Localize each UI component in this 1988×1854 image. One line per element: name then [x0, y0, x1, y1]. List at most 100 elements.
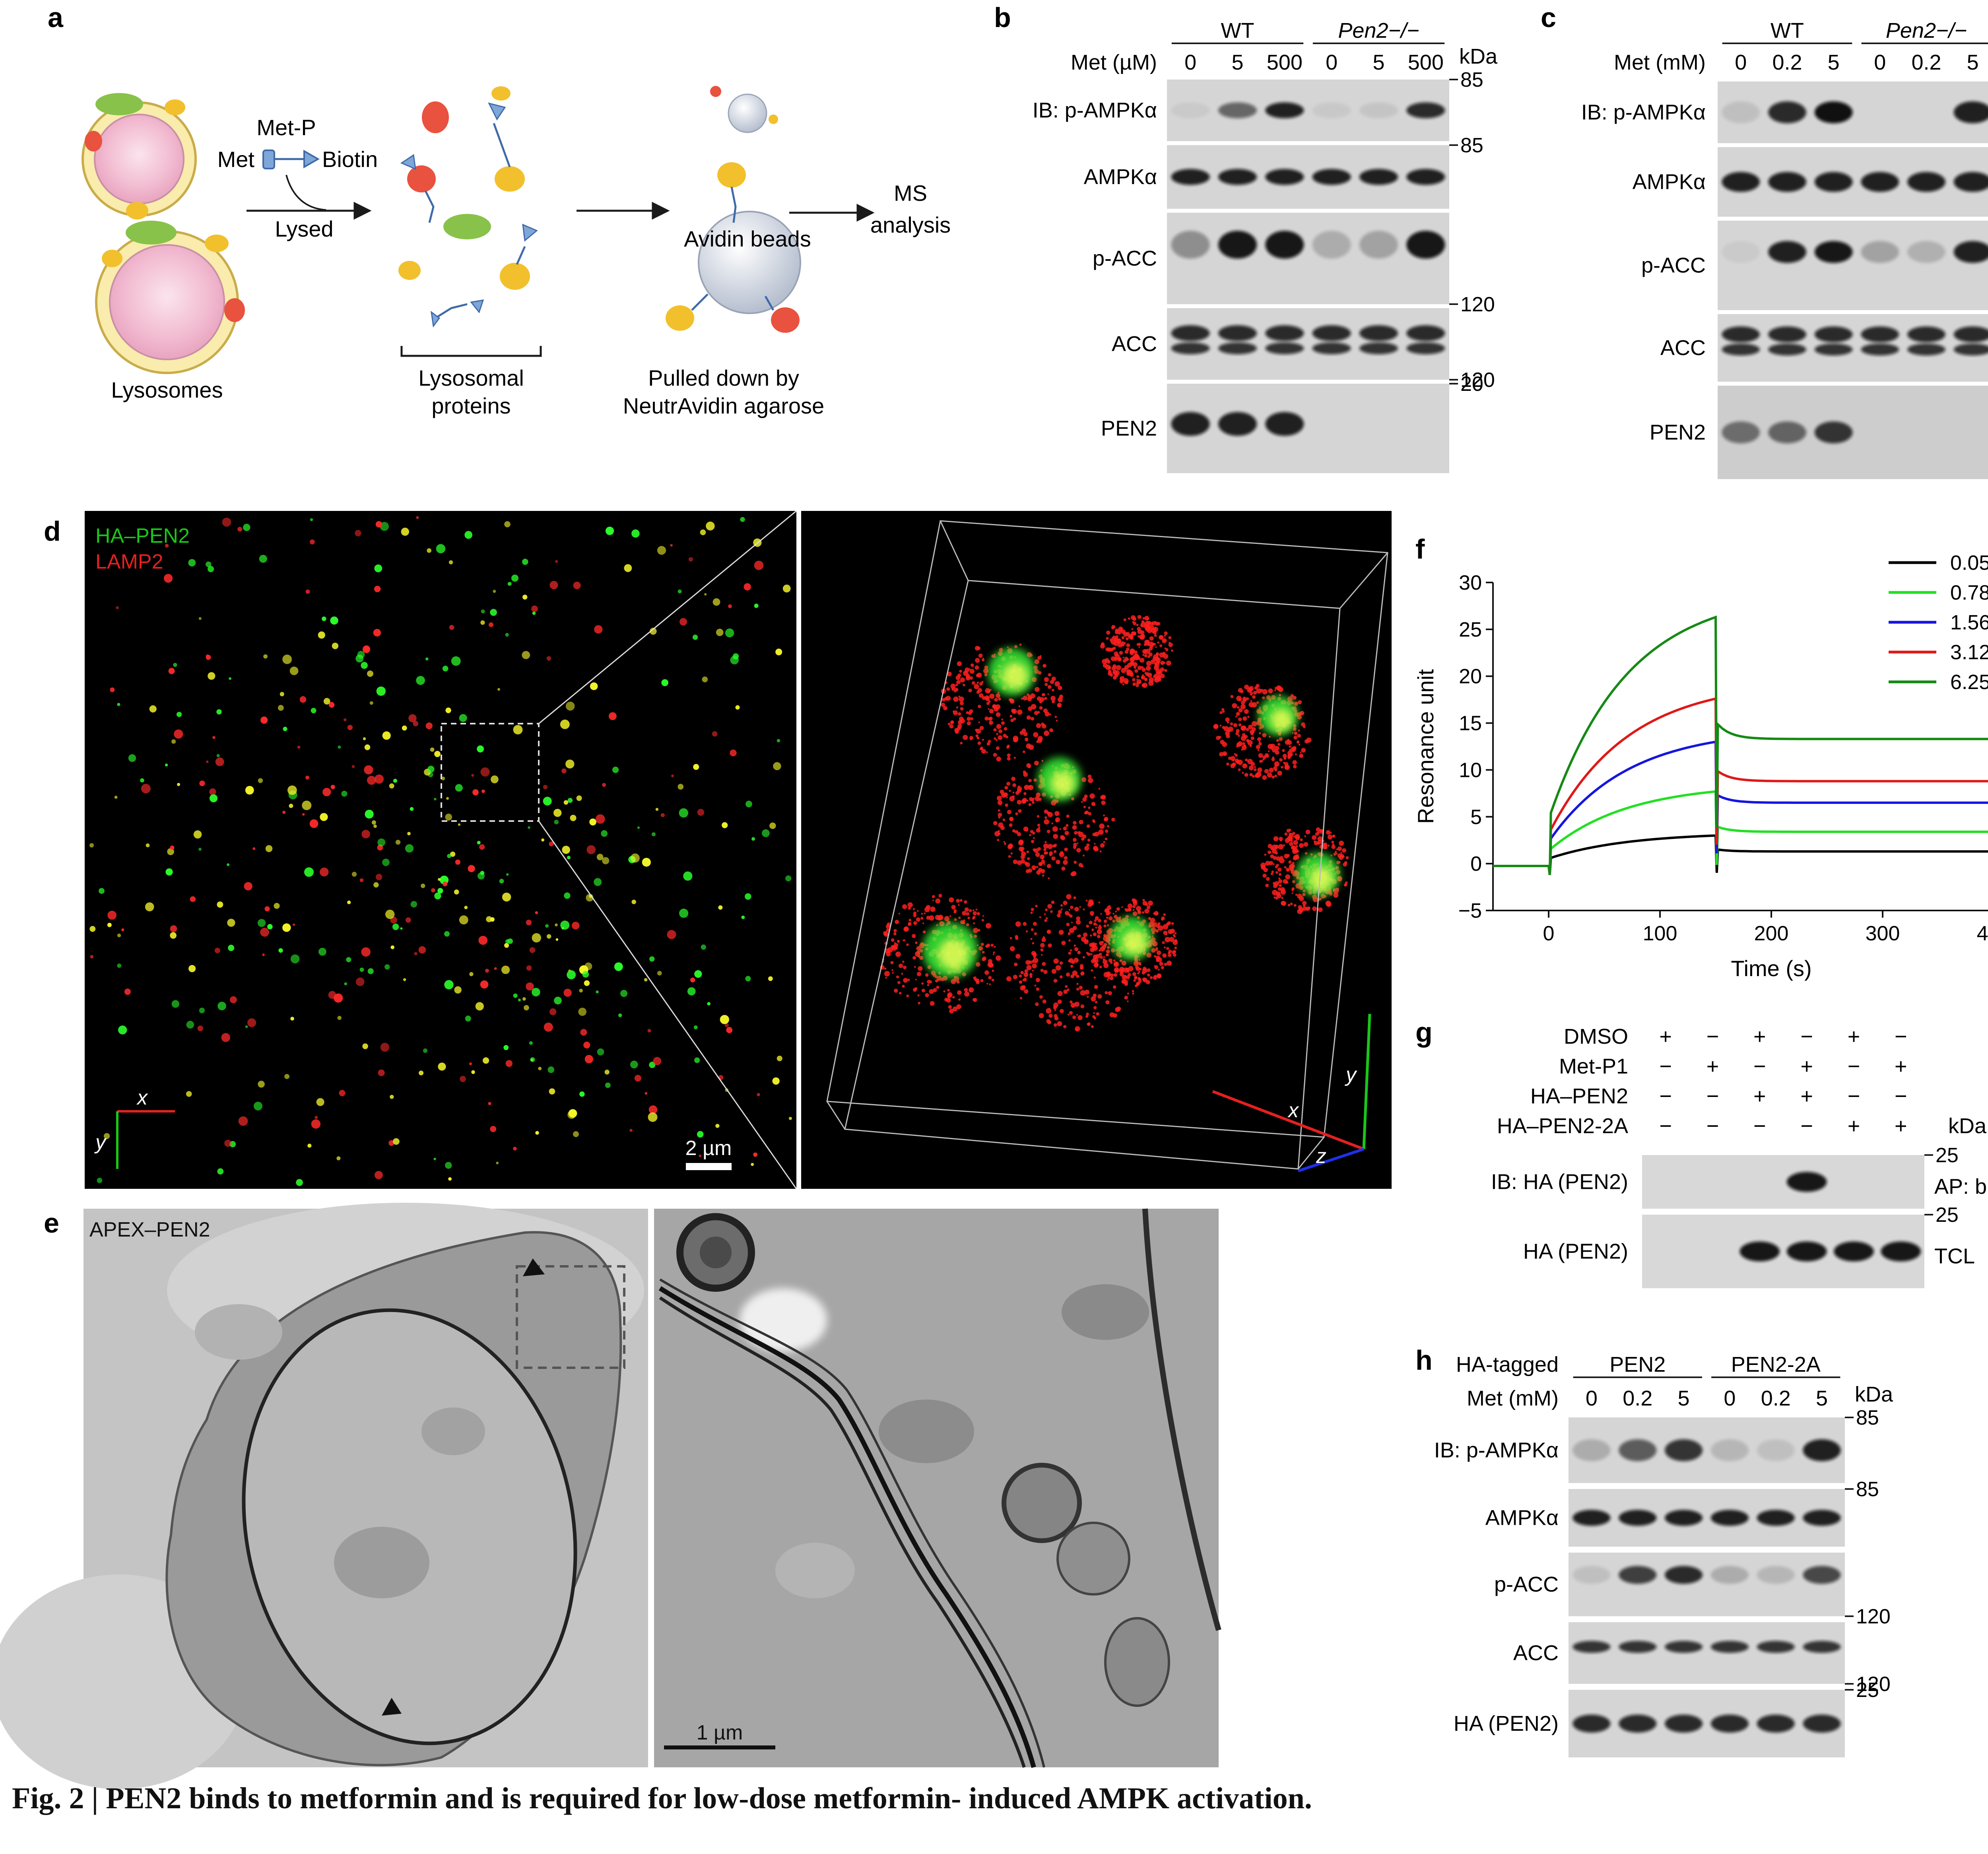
punctum	[927, 980, 931, 984]
punctum	[1103, 956, 1105, 958]
punctum	[1076, 1028, 1078, 1031]
punctum	[410, 901, 417, 908]
punctum	[346, 957, 351, 963]
punctum	[977, 737, 979, 739]
punctum	[769, 822, 776, 829]
punctum	[1238, 723, 1242, 727]
punctum	[938, 894, 942, 898]
punctum	[1279, 858, 1285, 864]
punctum	[903, 965, 907, 969]
punctum	[1154, 955, 1156, 958]
punctum	[1020, 985, 1025, 991]
punctum	[1079, 986, 1083, 990]
punctum	[1035, 687, 1040, 692]
punctum	[430, 747, 435, 752]
blot-band	[1953, 101, 1988, 123]
punctum	[706, 521, 715, 531]
punctum	[1247, 716, 1250, 718]
condition-sign: +	[1800, 1084, 1813, 1108]
punctum	[318, 947, 326, 956]
punctum	[1097, 994, 1102, 999]
punctum	[1024, 784, 1029, 790]
punctum	[338, 745, 341, 749]
y-tick-label: 25	[1459, 618, 1482, 641]
punctum	[1266, 755, 1269, 758]
punctum	[1300, 711, 1305, 716]
punctum	[1295, 702, 1298, 704]
punctum	[1026, 829, 1028, 832]
punctum	[981, 749, 986, 754]
punctum	[1279, 737, 1283, 741]
punctum	[1029, 654, 1033, 657]
punctum	[1066, 973, 1070, 977]
punctum	[1136, 623, 1139, 626]
punctum	[1116, 907, 1120, 911]
punctum	[967, 716, 971, 721]
punctum	[1119, 972, 1124, 977]
punctum	[434, 751, 441, 757]
punctum	[1054, 811, 1060, 816]
punctum	[1228, 756, 1232, 760]
punctum	[1090, 934, 1092, 937]
punctum	[947, 722, 951, 726]
y-tick-label: 0	[1470, 852, 1482, 876]
punctum	[1121, 636, 1125, 639]
punctum	[1218, 736, 1221, 739]
punctum	[480, 767, 490, 777]
punctum	[1274, 761, 1279, 767]
punctum	[1098, 829, 1104, 835]
punctum	[1318, 839, 1323, 844]
punctum	[1345, 856, 1349, 860]
punctum	[644, 978, 648, 982]
punctum	[918, 1002, 920, 1005]
punctum	[978, 705, 981, 709]
punctum	[555, 923, 558, 926]
punctum	[1119, 959, 1122, 962]
punctum	[1110, 639, 1116, 645]
marker-label: 25	[1936, 1204, 1959, 1227]
punctum	[170, 845, 175, 850]
avidin-beads-label: Avidin beads	[684, 226, 811, 251]
blot-band	[1665, 1566, 1703, 1584]
blot-band	[1861, 344, 1899, 355]
punctum	[1031, 865, 1036, 870]
punctum	[1305, 852, 1308, 855]
punctum	[364, 765, 373, 775]
punctum	[1011, 777, 1016, 781]
blot-band	[1814, 421, 1853, 443]
condition-sign: −	[1895, 1084, 1907, 1108]
punctum	[996, 739, 998, 741]
punctum	[949, 915, 951, 917]
punctum	[907, 978, 910, 981]
punctum	[216, 709, 222, 715]
punctum	[1031, 704, 1037, 710]
punctum	[1333, 852, 1336, 856]
punctum	[1138, 643, 1141, 646]
punctum	[499, 879, 504, 883]
punctum	[1064, 847, 1068, 852]
punctum	[1023, 978, 1027, 982]
punctum	[1033, 922, 1037, 926]
punctum	[982, 956, 986, 961]
punctum	[959, 670, 962, 673]
blot-band	[1406, 342, 1445, 354]
punctum	[1104, 818, 1108, 821]
punctum	[1262, 689, 1268, 695]
punctum	[1106, 912, 1109, 915]
punctum	[975, 665, 979, 670]
punctum	[1134, 977, 1137, 980]
punctum	[757, 1093, 760, 1097]
punctum	[1155, 955, 1160, 960]
blot-band	[1953, 344, 1988, 355]
group-label: Pen2−/−	[1338, 19, 1419, 43]
punctum	[1163, 913, 1166, 916]
punctum	[1272, 756, 1275, 759]
punctum	[1121, 968, 1124, 971]
blot-band	[1665, 1439, 1703, 1461]
punctum	[1257, 737, 1261, 742]
blot-band	[1907, 326, 1945, 342]
punctum	[278, 705, 284, 711]
kda-label: kDa	[1948, 1114, 1987, 1138]
punctum	[1003, 841, 1005, 843]
punctum	[384, 964, 390, 970]
